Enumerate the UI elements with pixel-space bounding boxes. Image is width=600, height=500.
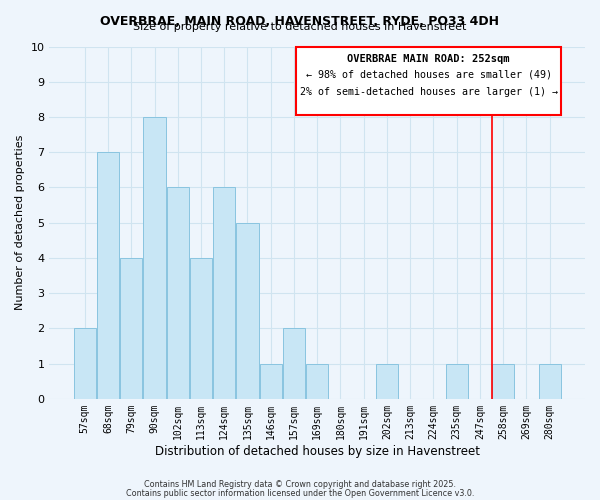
Text: OVERBRAE MAIN ROAD: 252sqm: OVERBRAE MAIN ROAD: 252sqm xyxy=(347,54,510,64)
Bar xyxy=(306,364,328,399)
Bar xyxy=(167,188,189,399)
Bar xyxy=(236,222,259,399)
Y-axis label: Number of detached properties: Number of detached properties xyxy=(15,135,25,310)
Bar xyxy=(213,188,235,399)
Bar xyxy=(143,117,166,399)
Text: OVERBRAE, MAIN ROAD, HAVENSTREET, RYDE, PO33 4DH: OVERBRAE, MAIN ROAD, HAVENSTREET, RYDE, … xyxy=(101,15,499,28)
Bar xyxy=(283,328,305,399)
Text: Contains public sector information licensed under the Open Government Licence v3: Contains public sector information licen… xyxy=(126,488,474,498)
Bar xyxy=(260,364,282,399)
Bar xyxy=(539,364,560,399)
Text: Size of property relative to detached houses in Havenstreet: Size of property relative to detached ho… xyxy=(133,22,467,32)
Bar xyxy=(97,152,119,399)
X-axis label: Distribution of detached houses by size in Havenstreet: Distribution of detached houses by size … xyxy=(155,444,480,458)
Bar xyxy=(120,258,142,399)
Bar xyxy=(376,364,398,399)
Text: 2% of semi-detached houses are larger (1) →: 2% of semi-detached houses are larger (1… xyxy=(299,87,557,97)
Text: Contains HM Land Registry data © Crown copyright and database right 2025.: Contains HM Land Registry data © Crown c… xyxy=(144,480,456,489)
Text: ← 98% of detached houses are smaller (49): ← 98% of detached houses are smaller (49… xyxy=(305,70,551,80)
Bar xyxy=(296,46,561,115)
Bar xyxy=(492,364,514,399)
Bar xyxy=(446,364,467,399)
Bar xyxy=(74,328,96,399)
Bar xyxy=(190,258,212,399)
